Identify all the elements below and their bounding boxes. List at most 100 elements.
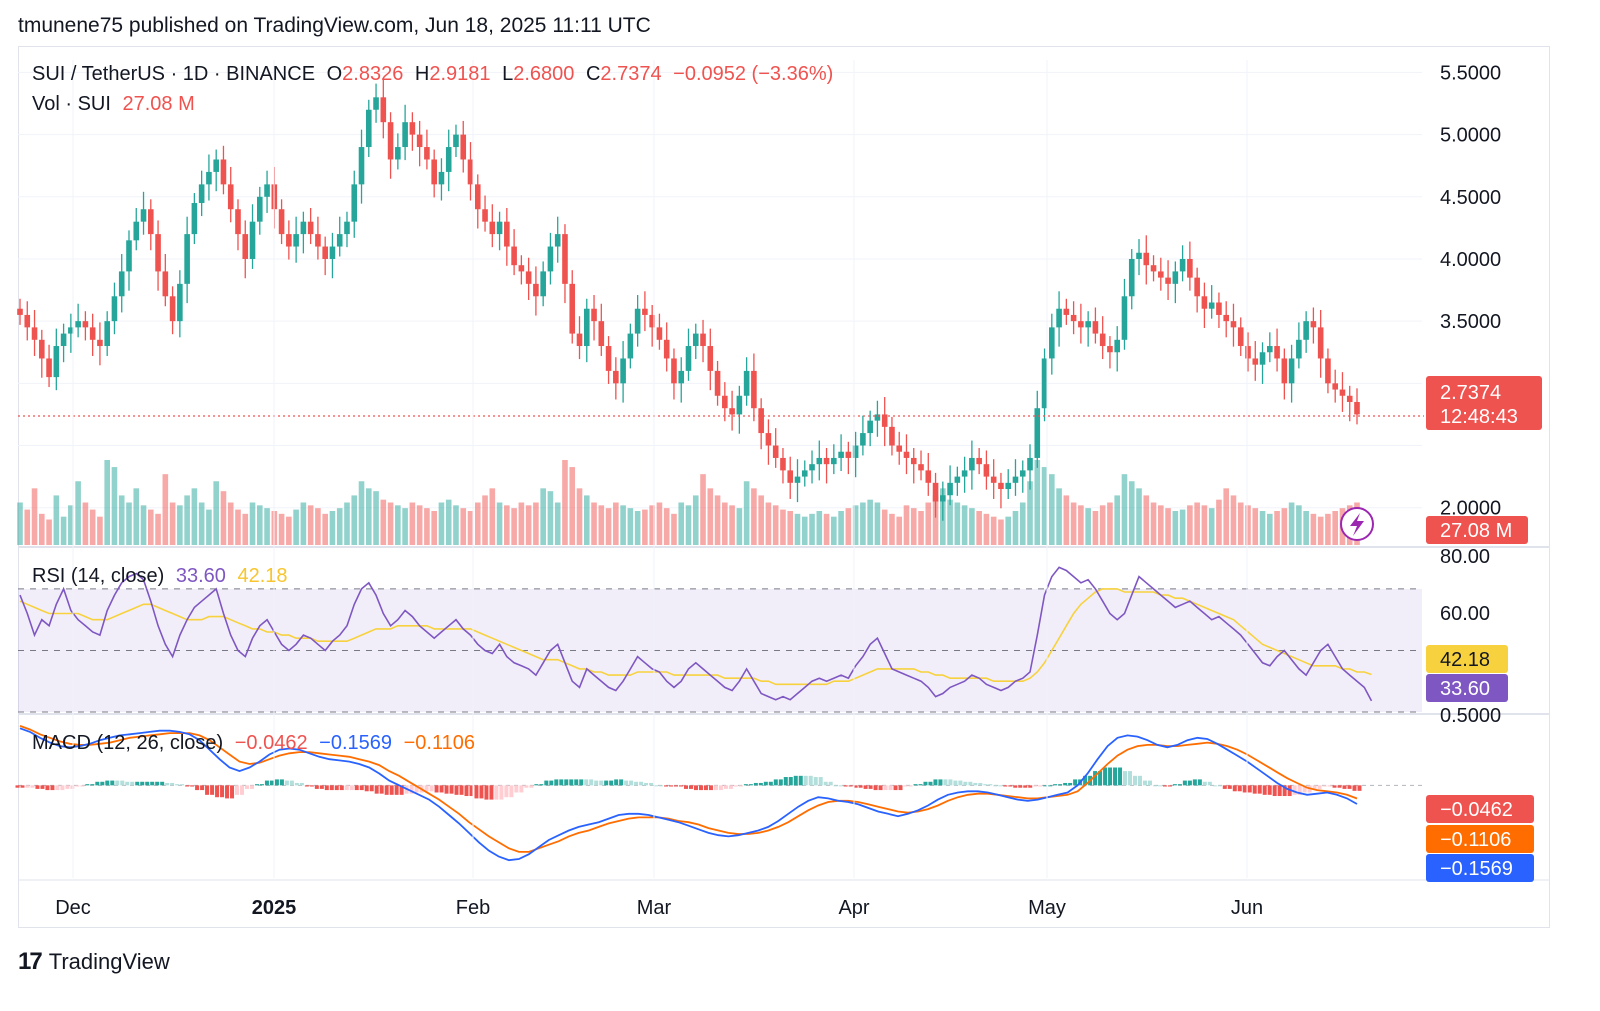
candle-body (525, 271, 532, 284)
candle-body (191, 203, 198, 235)
candle-body (1208, 302, 1215, 309)
macd-histogram-bar (614, 779, 619, 786)
macd-histogram-bar (584, 779, 589, 786)
macd-histogram-bar (115, 780, 120, 786)
volume-bar (438, 502, 445, 545)
macd-histogram-bar (110, 780, 115, 786)
macd-histogram-bar (175, 784, 180, 786)
macd-histogram-bar (249, 785, 254, 789)
volume-bar (896, 516, 903, 545)
candle-body (460, 134, 467, 160)
lightning-icon[interactable] (1340, 507, 1374, 541)
macd-histogram-bar (858, 785, 863, 788)
volume-bar (504, 505, 510, 545)
volume-bar (220, 491, 227, 545)
candle-body (1259, 352, 1266, 365)
candle-body (351, 184, 358, 222)
macd-histogram-bar (873, 785, 878, 791)
main-legend: SUI / TetherUS · 1D · BINANCE O2.8326 H2… (32, 63, 839, 86)
macd-histogram-bar (823, 781, 828, 786)
volume-bar (918, 511, 924, 545)
candle-body (961, 470, 968, 477)
time-axis-label: Dec (55, 897, 91, 919)
macd-histogram-bar (803, 775, 808, 786)
macd-histogram-bar (1043, 785, 1048, 787)
volume-bar (714, 495, 721, 545)
volume-bar (162, 474, 169, 545)
macd-histogram-bar (474, 785, 479, 799)
ohlc-close: C2.7374 (585, 63, 662, 85)
tradingview-logo[interactable]: 17 TradingView (18, 948, 170, 976)
rsi-legend: RSI (14, close) 33.60 42.18 (32, 565, 294, 588)
macd-histogram-bar (1147, 780, 1152, 786)
macd-histogram-bar (1018, 785, 1023, 788)
macd-label[interactable]: MACD (12, 26, close) (32, 732, 224, 754)
volume-bar (627, 508, 634, 545)
rsi-axis-label: 60.00 (1440, 603, 1490, 625)
macd-histogram-bar (848, 785, 853, 787)
macd-histogram-bar (140, 781, 145, 786)
candle-body (1027, 457, 1033, 471)
macd-histogram-bar (1137, 775, 1142, 786)
candle-body (1346, 395, 1353, 402)
macd-histogram-bar (20, 785, 25, 788)
volume-bar (1114, 495, 1121, 545)
macd-histogram-bar (1053, 784, 1058, 786)
volume-bar (961, 505, 968, 545)
candle-body (780, 457, 786, 471)
macd-histogram-bar (309, 785, 314, 787)
macd-histogram-bar (145, 781, 150, 786)
volume-bar (1049, 474, 1055, 545)
candle-body (1012, 476, 1019, 483)
rsi-ma-badge-value: 42.18 (1440, 649, 1490, 671)
candle-body (940, 495, 946, 502)
volume-bar (845, 508, 852, 545)
rsi-badge (1426, 674, 1508, 702)
macd-histogram-bar (943, 779, 948, 786)
candle-body (387, 122, 394, 160)
macd-histogram-bar (813, 777, 818, 786)
macd-histogram-bar (664, 785, 669, 787)
volume-bar (1325, 513, 1331, 545)
candle-body (1274, 346, 1280, 359)
macd-histogram-bar (444, 785, 449, 794)
volume-bar (613, 502, 619, 545)
macd-histogram-bar (1237, 785, 1242, 792)
macd-histogram-bar (763, 781, 768, 786)
macd-histogram-bar (549, 780, 554, 786)
volume-bar (801, 516, 808, 545)
macd-signal-badge-value: −0.1106 (1440, 829, 1511, 851)
volume-bar (445, 499, 452, 545)
candle-body (910, 457, 917, 465)
volume-bar (169, 502, 176, 545)
candle-body (627, 333, 634, 359)
macd-histogram-bar (494, 785, 499, 800)
macd-histogram-bar (828, 781, 833, 786)
macd-histogram-bar (539, 784, 544, 786)
macd-histogram-bar (644, 782, 649, 786)
volume-bar (1303, 511, 1309, 545)
candle-body (1128, 258, 1135, 297)
volume-bar (474, 502, 481, 545)
volume-bar (663, 508, 670, 545)
symbol-label[interactable]: SUI / TetherUS · 1D · BINANCE (32, 63, 316, 85)
candle-body (569, 283, 576, 334)
volume-bar (881, 509, 888, 545)
macd-histogram-bar (125, 781, 130, 786)
volume-bar (1063, 495, 1070, 545)
volume-bar (60, 516, 67, 545)
volume-bar (409, 502, 416, 545)
macd-histogram-bar (220, 785, 225, 798)
macd-histogram-bar (349, 785, 354, 791)
macd-histogram-bar (284, 780, 289, 786)
volume-badge (1426, 516, 1528, 544)
volume-bar (656, 502, 663, 545)
volume-bar (583, 495, 590, 545)
volume-bar (605, 508, 612, 545)
rsi-label[interactable]: RSI (14, close) (32, 565, 165, 587)
volume-label[interactable]: Vol · SUI (32, 93, 111, 115)
macd-histogram-bar (244, 785, 249, 789)
chart-frame (18, 46, 1550, 928)
candle-body (554, 234, 561, 247)
